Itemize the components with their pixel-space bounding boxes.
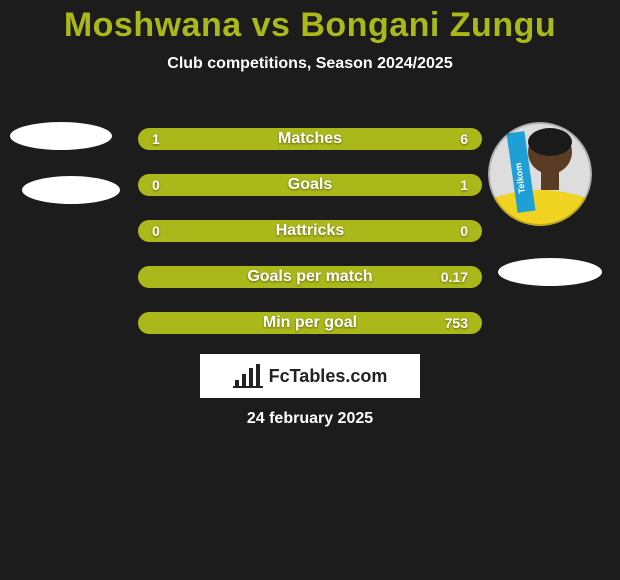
logo-box: FcTables.com (200, 354, 420, 398)
stat-value-right: 753 (445, 315, 468, 331)
shadow-ellipse-left (22, 176, 120, 204)
stat-label: Matches (138, 130, 482, 148)
stat-bar: 0Goals1 (138, 174, 482, 196)
bars-container: 1Matches60Goals10Hattricks0Goals per mat… (138, 128, 482, 334)
stats-card: Moshwana vs Bongani Zungu Club competiti… (0, 0, 620, 580)
stat-value-left: 0 (152, 177, 160, 193)
stat-label: Hattricks (138, 222, 482, 240)
stat-bar: Goals per match0.17 (138, 266, 482, 288)
stat-value-left: 1 (152, 131, 160, 147)
stat-bar: 0Hattricks0 (138, 220, 482, 242)
shadow-ellipse-left (10, 122, 112, 150)
stat-label: Goals per match (138, 268, 482, 286)
stat-bar: 1Matches6 (138, 128, 482, 150)
stat-value-left: 0 (152, 223, 160, 239)
player-avatar-right: Telkom (488, 122, 592, 226)
bar-chart-icon (233, 364, 263, 388)
subtitle: Club competitions, Season 2024/2025 (0, 55, 620, 73)
shadow-ellipse-right (498, 258, 602, 286)
stat-bar: Min per goal753 (138, 312, 482, 334)
stat-value-right: 0.17 (441, 269, 468, 285)
logo-text: FcTables.com (269, 366, 388, 387)
stat-value-right: 6 (460, 131, 468, 147)
stat-label: Goals (138, 176, 482, 194)
page-title: Moshwana vs Bongani Zungu (0, 0, 620, 45)
stat-label: Min per goal (138, 314, 482, 332)
stat-value-right: 1 (460, 177, 468, 193)
stat-value-right: 0 (460, 223, 468, 239)
date-text: 24 february 2025 (0, 410, 620, 428)
